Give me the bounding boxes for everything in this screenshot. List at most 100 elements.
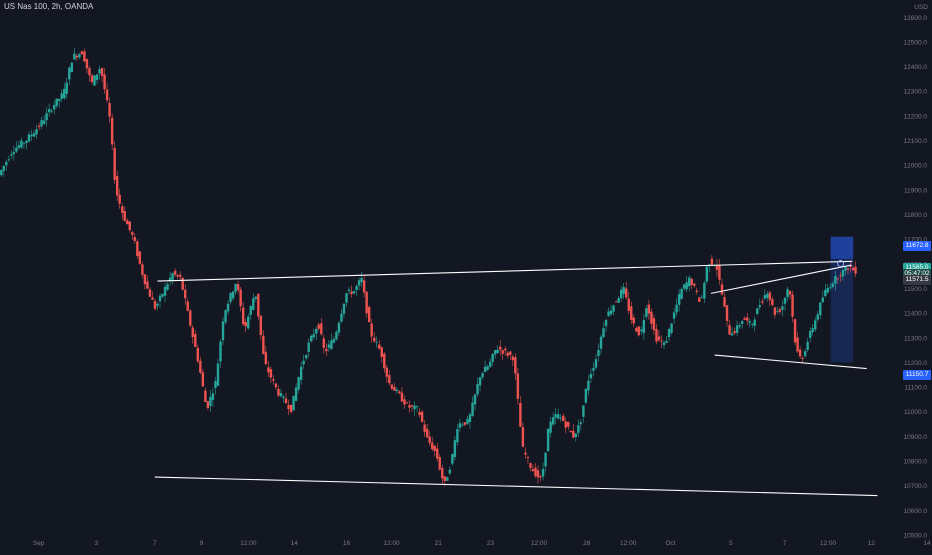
candle-body xyxy=(660,340,663,342)
candle-body xyxy=(378,344,381,349)
candles-layer xyxy=(0,47,857,487)
candle-body xyxy=(579,422,583,425)
candle-body xyxy=(824,289,827,297)
y-tick-label: 11300.0 xyxy=(904,335,927,342)
candle-body xyxy=(335,331,338,340)
candle-body xyxy=(751,323,754,325)
candle-body xyxy=(544,452,547,467)
candle-body xyxy=(738,325,741,327)
candle-body xyxy=(128,221,131,231)
candle-body xyxy=(688,277,691,287)
x-tick-label: 14 xyxy=(291,540,299,547)
candle-body xyxy=(60,93,63,99)
candle-body xyxy=(395,389,399,392)
candle-body xyxy=(488,361,492,367)
price-tag: 11571.5 xyxy=(903,274,931,285)
candle-body xyxy=(27,134,31,142)
candle-body xyxy=(491,353,494,362)
candle-body xyxy=(312,334,315,338)
candle-body xyxy=(244,321,247,327)
x-tick-label: 12:00 xyxy=(620,540,637,547)
candle-body xyxy=(841,270,845,277)
candle-body xyxy=(143,274,147,285)
candle-body xyxy=(496,349,499,353)
candle-body xyxy=(90,75,94,82)
candle-body xyxy=(441,467,444,479)
candle-body xyxy=(516,373,520,399)
candle-body xyxy=(698,297,701,302)
candle-body xyxy=(310,335,313,342)
candle-body xyxy=(539,476,542,478)
candle-body xyxy=(173,270,177,275)
candle-body xyxy=(400,392,404,402)
candle-body xyxy=(436,448,439,459)
candle-body xyxy=(428,436,431,443)
candle-body xyxy=(549,421,552,433)
price-tag: 11672.8 xyxy=(903,240,931,251)
candle-body xyxy=(299,366,303,380)
candle-body xyxy=(146,281,149,289)
candle-body xyxy=(126,220,129,225)
candle-body xyxy=(652,318,656,331)
x-tick-label: Oct xyxy=(665,540,675,547)
candle-body xyxy=(383,353,386,369)
candle-body xyxy=(466,418,469,424)
candle-body xyxy=(40,120,43,127)
wedge-upper-line[interactable] xyxy=(710,264,852,294)
candle-body xyxy=(562,415,565,422)
candle-body xyxy=(509,351,512,355)
x-tick-label: 7 xyxy=(783,540,787,547)
candle-body xyxy=(647,304,651,314)
candle-body xyxy=(766,293,769,299)
price-axis[interactable]: USD 12600.0 12500.0 12400.0 12300.0 12200.0 12… xyxy=(904,4,929,540)
candle-body xyxy=(5,161,8,166)
candle-body xyxy=(801,357,804,360)
y-tick-label: 11000.0 xyxy=(904,409,927,416)
y-tick-label: 11700.0 xyxy=(904,237,927,244)
upper-range-line[interactable] xyxy=(157,260,853,282)
candle-body xyxy=(511,356,515,361)
candle-body xyxy=(526,457,530,458)
candle-body xyxy=(773,307,777,315)
candle-body xyxy=(239,289,242,307)
candle-body xyxy=(186,301,189,311)
time-axis[interactable]: Sep 3 7 9 12:00 14 16 12:00 21 23 12:00 28 12:00 Oct 5… xyxy=(33,540,931,547)
x-tick-label: 23 xyxy=(487,540,495,547)
candle-body xyxy=(448,469,452,474)
candle-body xyxy=(390,384,394,389)
candle-body xyxy=(153,300,157,309)
candle-body xyxy=(241,307,245,325)
x-tick-label: 12:00 xyxy=(383,540,400,547)
candle-body xyxy=(798,349,802,357)
candle-body xyxy=(158,295,162,302)
x-tick-label: 21 xyxy=(435,540,443,547)
x-tick-label: 12:00 xyxy=(531,540,548,547)
candle-body xyxy=(786,289,789,298)
candle-body xyxy=(365,291,368,314)
lower-range-line[interactable] xyxy=(154,476,878,497)
candle-body xyxy=(211,393,215,401)
candle-body xyxy=(47,108,51,113)
candle-body xyxy=(829,287,832,289)
trendlines-layer[interactable] xyxy=(154,260,878,497)
candle-body xyxy=(493,350,497,355)
candle-body xyxy=(50,110,53,112)
candle-body xyxy=(184,289,187,299)
candle-body xyxy=(204,390,207,403)
candle-body xyxy=(249,306,252,315)
candle-body xyxy=(521,427,525,447)
candle-body xyxy=(224,310,227,323)
candle-body xyxy=(768,292,772,301)
candle-body xyxy=(272,379,275,381)
candle-body xyxy=(574,433,578,438)
candle-body xyxy=(758,305,761,308)
candle-body xyxy=(614,301,618,303)
wedge-lower-line[interactable] xyxy=(714,354,867,370)
position-box[interactable] xyxy=(830,236,854,363)
candle-body xyxy=(168,277,172,281)
candle-body xyxy=(388,375,391,384)
candle-body xyxy=(93,75,96,86)
candle-body xyxy=(234,283,237,292)
